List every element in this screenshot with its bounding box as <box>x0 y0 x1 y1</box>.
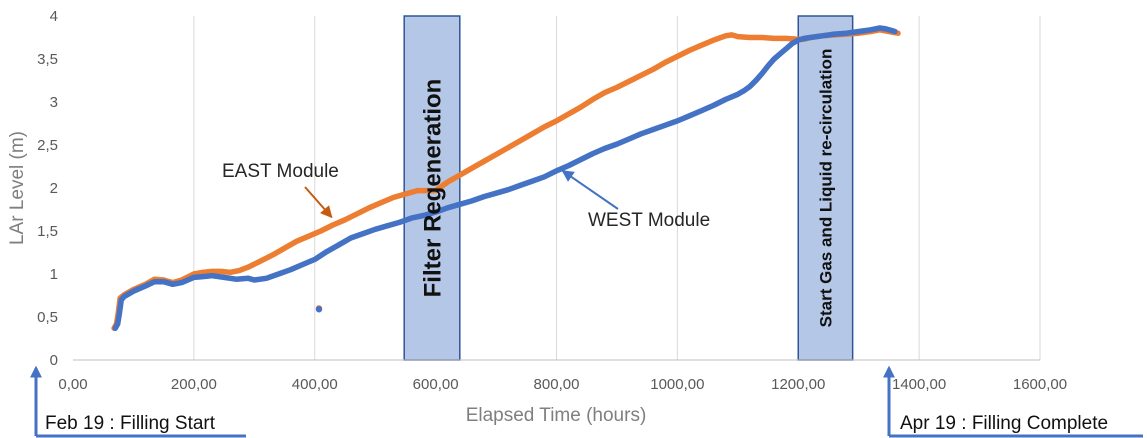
y-tick-label: 0,5 <box>37 309 58 326</box>
y-axis-title: LAr Level (m) <box>7 131 28 245</box>
band-label: Start Gas and Liquid re-circulation <box>816 49 835 328</box>
annotation-arrow <box>304 186 333 219</box>
footnote-filling-complete: Apr 19 : Filling Complete <box>900 413 1108 434</box>
axes: 0,00 200,00 400,00 600,00 800,00 1000,00 1200,… <box>37 8 1067 393</box>
band-label: Filter Regeneration <box>419 79 446 298</box>
x-tick-label: 600,00 <box>413 376 459 393</box>
outlier-point <box>315 306 323 313</box>
y-tick-label: 1,5 <box>37 223 58 240</box>
x-tick-label: 200,00 <box>171 376 217 393</box>
series-annotation: EAST Module <box>222 161 339 182</box>
footnote-filling-start: Feb 19 : Filling Start <box>45 413 216 434</box>
x-tick-label: 1400,00 <box>892 376 946 393</box>
y-tick-label: 2 <box>50 180 58 197</box>
x-axis-title: Elapsed Time (hours) <box>466 405 647 426</box>
y-tick-label: 3 <box>50 94 58 111</box>
series-lines <box>111 25 901 331</box>
y-tick-label: 0 <box>50 352 58 369</box>
event-bands <box>403 15 854 361</box>
y-tick-label: 4 <box>50 8 58 25</box>
x-tick-label: 400,00 <box>292 376 338 393</box>
x-tick-label: 1200,00 <box>771 376 825 393</box>
y-tick-label: 1 <box>50 266 58 283</box>
y-tick-label: 2,5 <box>37 137 58 154</box>
series-line-west <box>112 25 898 331</box>
x-tick-label: 1600,00 <box>1013 376 1067 393</box>
annotation-arrow <box>561 169 619 210</box>
series-annotation: WEST Module <box>588 210 710 231</box>
x-tick-label: 0,00 <box>58 376 87 393</box>
annotations: Filter Regeneration Start Gas and Liquid … <box>30 49 1143 438</box>
series-line-east <box>111 27 901 331</box>
x-tick-label: 800,00 <box>534 376 580 393</box>
x-tick-label: 1000,00 <box>650 376 704 393</box>
event-band <box>797 15 854 361</box>
y-tick-label: 3,5 <box>37 51 58 68</box>
